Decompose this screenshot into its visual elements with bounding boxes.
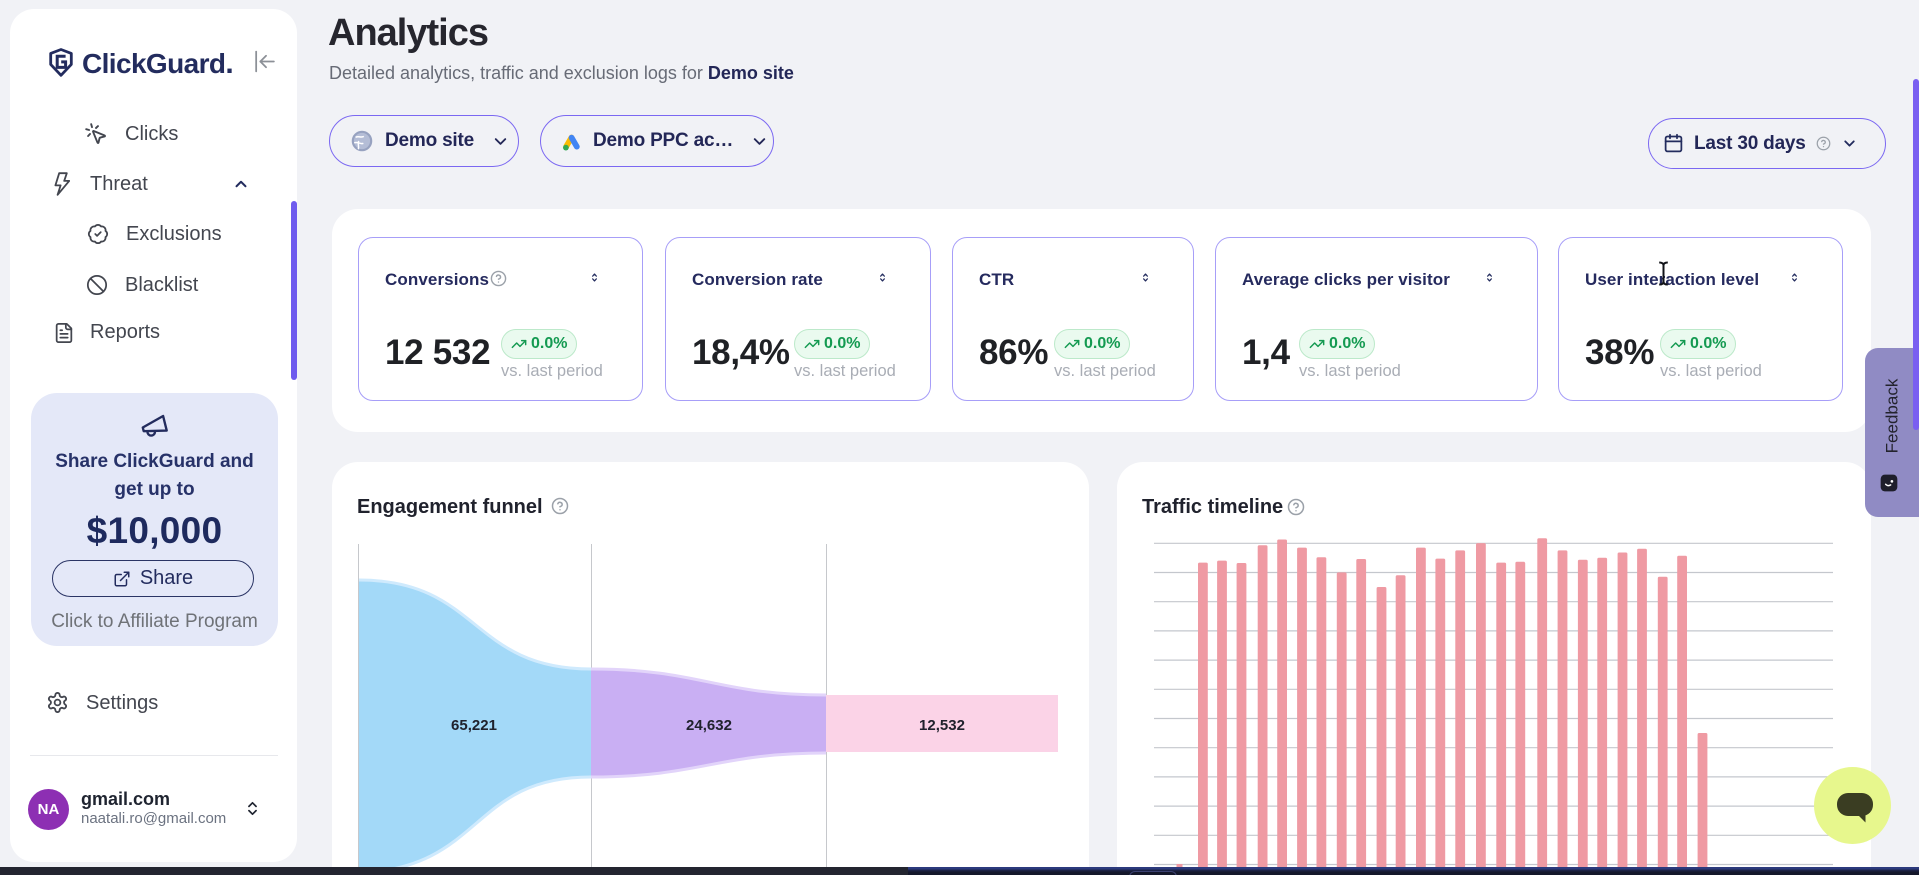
svg-text:65,221: 65,221 [451, 717, 497, 734]
svg-text:12,532: 12,532 [919, 717, 965, 734]
svg-text:24,632: 24,632 [686, 717, 732, 734]
